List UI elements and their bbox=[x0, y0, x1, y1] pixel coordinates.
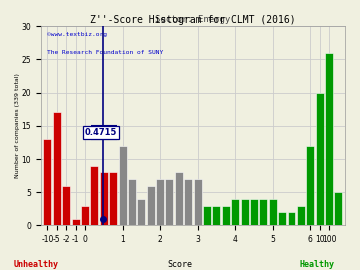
Bar bbox=[288, 212, 296, 225]
Bar bbox=[109, 172, 117, 225]
Bar bbox=[231, 199, 239, 225]
Text: 0.4715: 0.4715 bbox=[85, 128, 117, 137]
Bar bbox=[72, 219, 80, 225]
Bar bbox=[175, 172, 183, 225]
Bar bbox=[184, 179, 192, 225]
Bar bbox=[259, 199, 267, 225]
Text: Score: Score bbox=[167, 260, 193, 269]
Bar bbox=[81, 205, 89, 225]
Bar bbox=[137, 199, 145, 225]
Bar bbox=[212, 205, 220, 225]
Bar bbox=[147, 185, 155, 225]
Bar bbox=[90, 166, 98, 225]
Bar bbox=[306, 146, 314, 225]
Bar bbox=[316, 93, 324, 225]
Text: Healthy: Healthy bbox=[299, 260, 334, 269]
Bar bbox=[222, 205, 230, 225]
Bar bbox=[194, 179, 202, 225]
Y-axis label: Number of companies (339 total): Number of companies (339 total) bbox=[15, 73, 20, 178]
Bar bbox=[128, 179, 136, 225]
Bar bbox=[240, 199, 248, 225]
Bar bbox=[156, 179, 164, 225]
Text: Unhealthy: Unhealthy bbox=[14, 260, 58, 269]
Bar bbox=[118, 146, 126, 225]
Text: Sector: Energy: Sector: Energy bbox=[155, 15, 230, 24]
Bar bbox=[100, 172, 108, 225]
Text: ©www.textbiz.org: ©www.textbiz.org bbox=[47, 32, 107, 37]
Bar bbox=[250, 199, 258, 225]
Bar bbox=[269, 199, 277, 225]
Text: The Research Foundation of SUNY: The Research Foundation of SUNY bbox=[47, 50, 163, 55]
Bar bbox=[334, 192, 342, 225]
Bar bbox=[44, 139, 51, 225]
Bar bbox=[203, 205, 211, 225]
Bar bbox=[62, 185, 70, 225]
Bar bbox=[297, 205, 305, 225]
Bar bbox=[325, 53, 333, 225]
Bar bbox=[278, 212, 286, 225]
Bar bbox=[166, 179, 174, 225]
Title: Z''-Score Histogram for CLMT (2016): Z''-Score Histogram for CLMT (2016) bbox=[90, 15, 296, 25]
Bar bbox=[53, 113, 61, 225]
